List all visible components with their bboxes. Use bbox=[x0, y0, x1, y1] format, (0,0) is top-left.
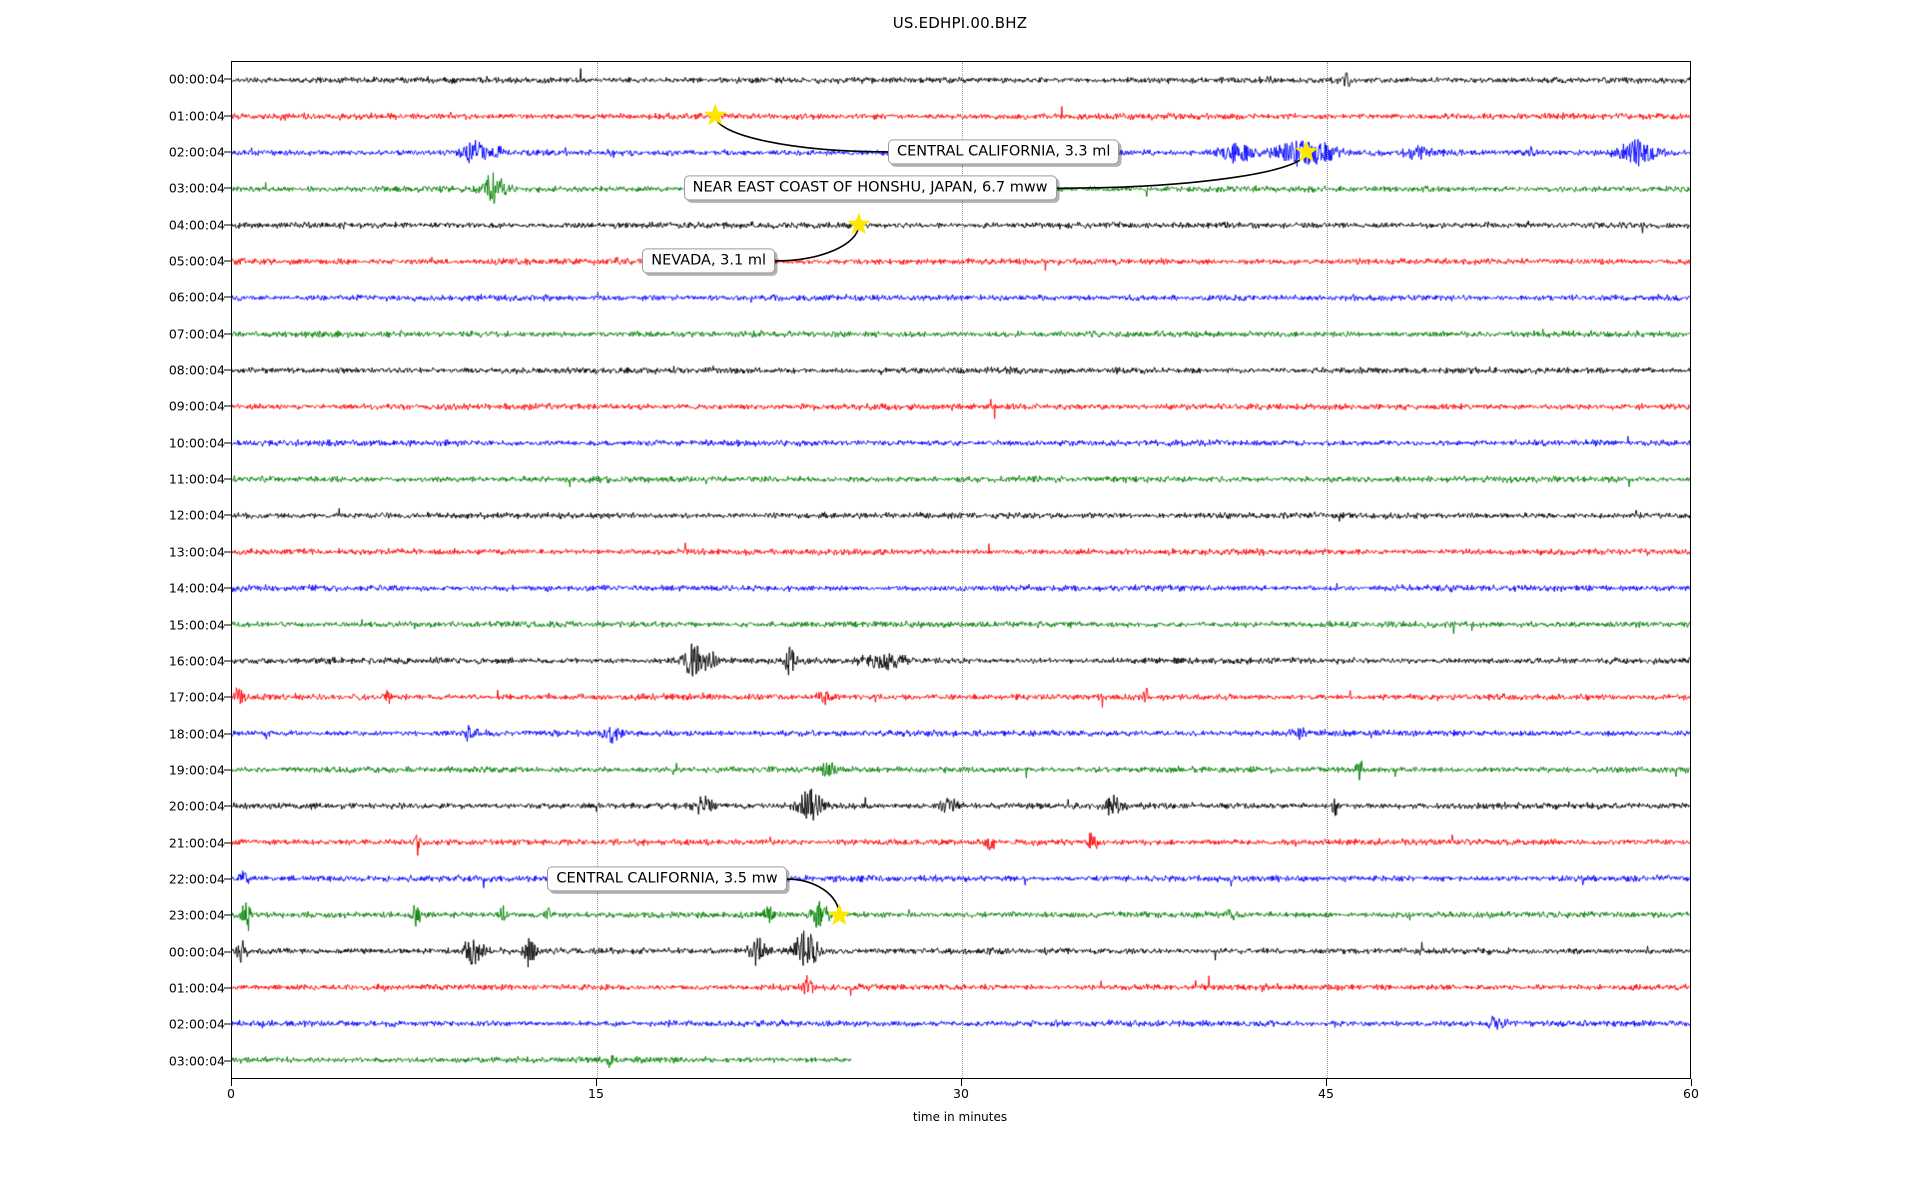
y-tick-mark-row-27 bbox=[224, 1060, 231, 1062]
y-tick-label-row-7: 07:00:04 bbox=[168, 326, 225, 342]
y-tick-mark-row-22 bbox=[224, 878, 231, 880]
y-tick-label-row-14: 14:00:04 bbox=[168, 580, 225, 596]
y-tick-mark-row-10 bbox=[224, 442, 231, 444]
y-tick-label-row-11: 11:00:04 bbox=[168, 471, 225, 487]
y-tick-label-row-23: 23:00:04 bbox=[168, 907, 225, 923]
y-tick-mark-row-24 bbox=[224, 951, 231, 953]
y-tick-mark-row-14 bbox=[224, 587, 231, 589]
x-tick-mark-45 bbox=[1326, 1079, 1327, 1086]
y-tick-label-row-6: 06:00:04 bbox=[168, 289, 225, 305]
x-tick-mark-60 bbox=[1691, 1079, 1692, 1086]
x-tick-label-30: 30 bbox=[953, 1086, 969, 1101]
seismic-traces-canvas bbox=[232, 62, 1690, 1078]
y-tick-label-row-10: 10:00:04 bbox=[168, 435, 225, 451]
event-annotation-ev-honshu-japan-67[interactable]: NEAR EAST COAST OF HONSHU, JAPAN, 6.7 mw… bbox=[683, 175, 1057, 201]
x-tick-mark-0 bbox=[231, 1079, 232, 1086]
y-tick-mark-row-2 bbox=[224, 151, 231, 153]
y-tick-mark-row-6 bbox=[224, 296, 231, 298]
x-tick-label-60: 60 bbox=[1683, 1086, 1699, 1101]
event-annotation-ev-central-california-35[interactable]: CENTRAL CALIFORNIA, 3.5 mw bbox=[547, 866, 787, 892]
y-tick-label-row-13: 13:00:04 bbox=[168, 544, 225, 560]
y-tick-label-row-1: 01:00:04 bbox=[168, 108, 225, 124]
y-tick-label-row-18: 18:00:04 bbox=[168, 726, 225, 742]
y-tick-mark-row-21 bbox=[224, 842, 231, 844]
y-tick-label-row-5: 05:00:04 bbox=[168, 253, 225, 269]
gridline-30 bbox=[962, 62, 963, 1078]
y-tick-mark-row-7 bbox=[224, 333, 231, 335]
y-tick-mark-row-5 bbox=[224, 260, 231, 262]
y-tick-label-row-17: 17:00:04 bbox=[168, 689, 225, 705]
y-tick-label-row-19: 19:00:04 bbox=[168, 762, 225, 778]
y-tick-mark-row-3 bbox=[224, 187, 231, 189]
x-tick-label-45: 45 bbox=[1318, 1086, 1334, 1101]
y-tick-label-row-4: 04:00:04 bbox=[168, 217, 225, 233]
y-tick-label-row-25: 01:00:04 bbox=[168, 980, 225, 996]
x-axis-label: time in minutes bbox=[912, 1110, 1008, 1124]
x-tick-label-15: 15 bbox=[588, 1086, 604, 1101]
x-tick-mark-15 bbox=[596, 1079, 597, 1086]
y-tick-label-row-15: 15:00:04 bbox=[168, 617, 225, 633]
y-tick-mark-row-23 bbox=[224, 914, 231, 916]
y-tick-mark-row-8 bbox=[224, 369, 231, 371]
y-tick-mark-row-11 bbox=[224, 478, 231, 480]
y-tick-mark-row-12 bbox=[224, 514, 231, 516]
plot-area bbox=[231, 61, 1691, 1079]
y-tick-label-row-26: 02:00:04 bbox=[168, 1016, 225, 1032]
x-tick-mark-30 bbox=[961, 1079, 962, 1086]
event-annotation-ev-central-california-33[interactable]: CENTRAL CALIFORNIA, 3.3 ml bbox=[888, 139, 1120, 165]
gridline-45 bbox=[1327, 62, 1328, 1078]
y-tick-mark-row-0 bbox=[224, 78, 231, 80]
y-tick-label-row-21: 21:00:04 bbox=[168, 835, 225, 851]
y-tick-label-row-0: 00:00:04 bbox=[168, 71, 225, 87]
y-tick-mark-row-18 bbox=[224, 733, 231, 735]
page-title: US.EDHPI.00.BHZ bbox=[892, 14, 1028, 32]
y-tick-label-row-3: 03:00:04 bbox=[168, 180, 225, 196]
y-tick-mark-row-20 bbox=[224, 805, 231, 807]
y-tick-mark-row-26 bbox=[224, 1023, 231, 1025]
y-tick-label-row-12: 12:00:04 bbox=[168, 507, 225, 523]
y-tick-mark-row-25 bbox=[224, 987, 231, 989]
gridline-15 bbox=[597, 62, 598, 1078]
y-tick-mark-row-17 bbox=[224, 696, 231, 698]
y-tick-mark-row-16 bbox=[224, 660, 231, 662]
y-tick-label-row-16: 16:00:04 bbox=[168, 653, 225, 669]
y-tick-mark-row-9 bbox=[224, 405, 231, 407]
y-tick-mark-row-19 bbox=[224, 769, 231, 771]
y-tick-mark-row-4 bbox=[224, 224, 231, 226]
y-tick-label-row-9: 09:00:04 bbox=[168, 398, 225, 414]
event-annotation-ev-nevada-31[interactable]: NEVADA, 3.1 ml bbox=[642, 248, 776, 274]
y-tick-label-row-27: 03:00:04 bbox=[168, 1053, 225, 1069]
y-tick-mark-row-1 bbox=[224, 115, 231, 117]
y-tick-label-row-2: 02:00:04 bbox=[168, 144, 225, 160]
y-tick-label-row-22: 22:00:04 bbox=[168, 871, 225, 887]
y-tick-mark-row-13 bbox=[224, 551, 231, 553]
y-tick-label-row-20: 20:00:04 bbox=[168, 798, 225, 814]
x-tick-label-0: 0 bbox=[227, 1086, 235, 1101]
y-tick-mark-row-15 bbox=[224, 624, 231, 626]
y-tick-label-row-8: 08:00:04 bbox=[168, 362, 225, 378]
y-tick-label-row-24: 00:00:04 bbox=[168, 944, 225, 960]
